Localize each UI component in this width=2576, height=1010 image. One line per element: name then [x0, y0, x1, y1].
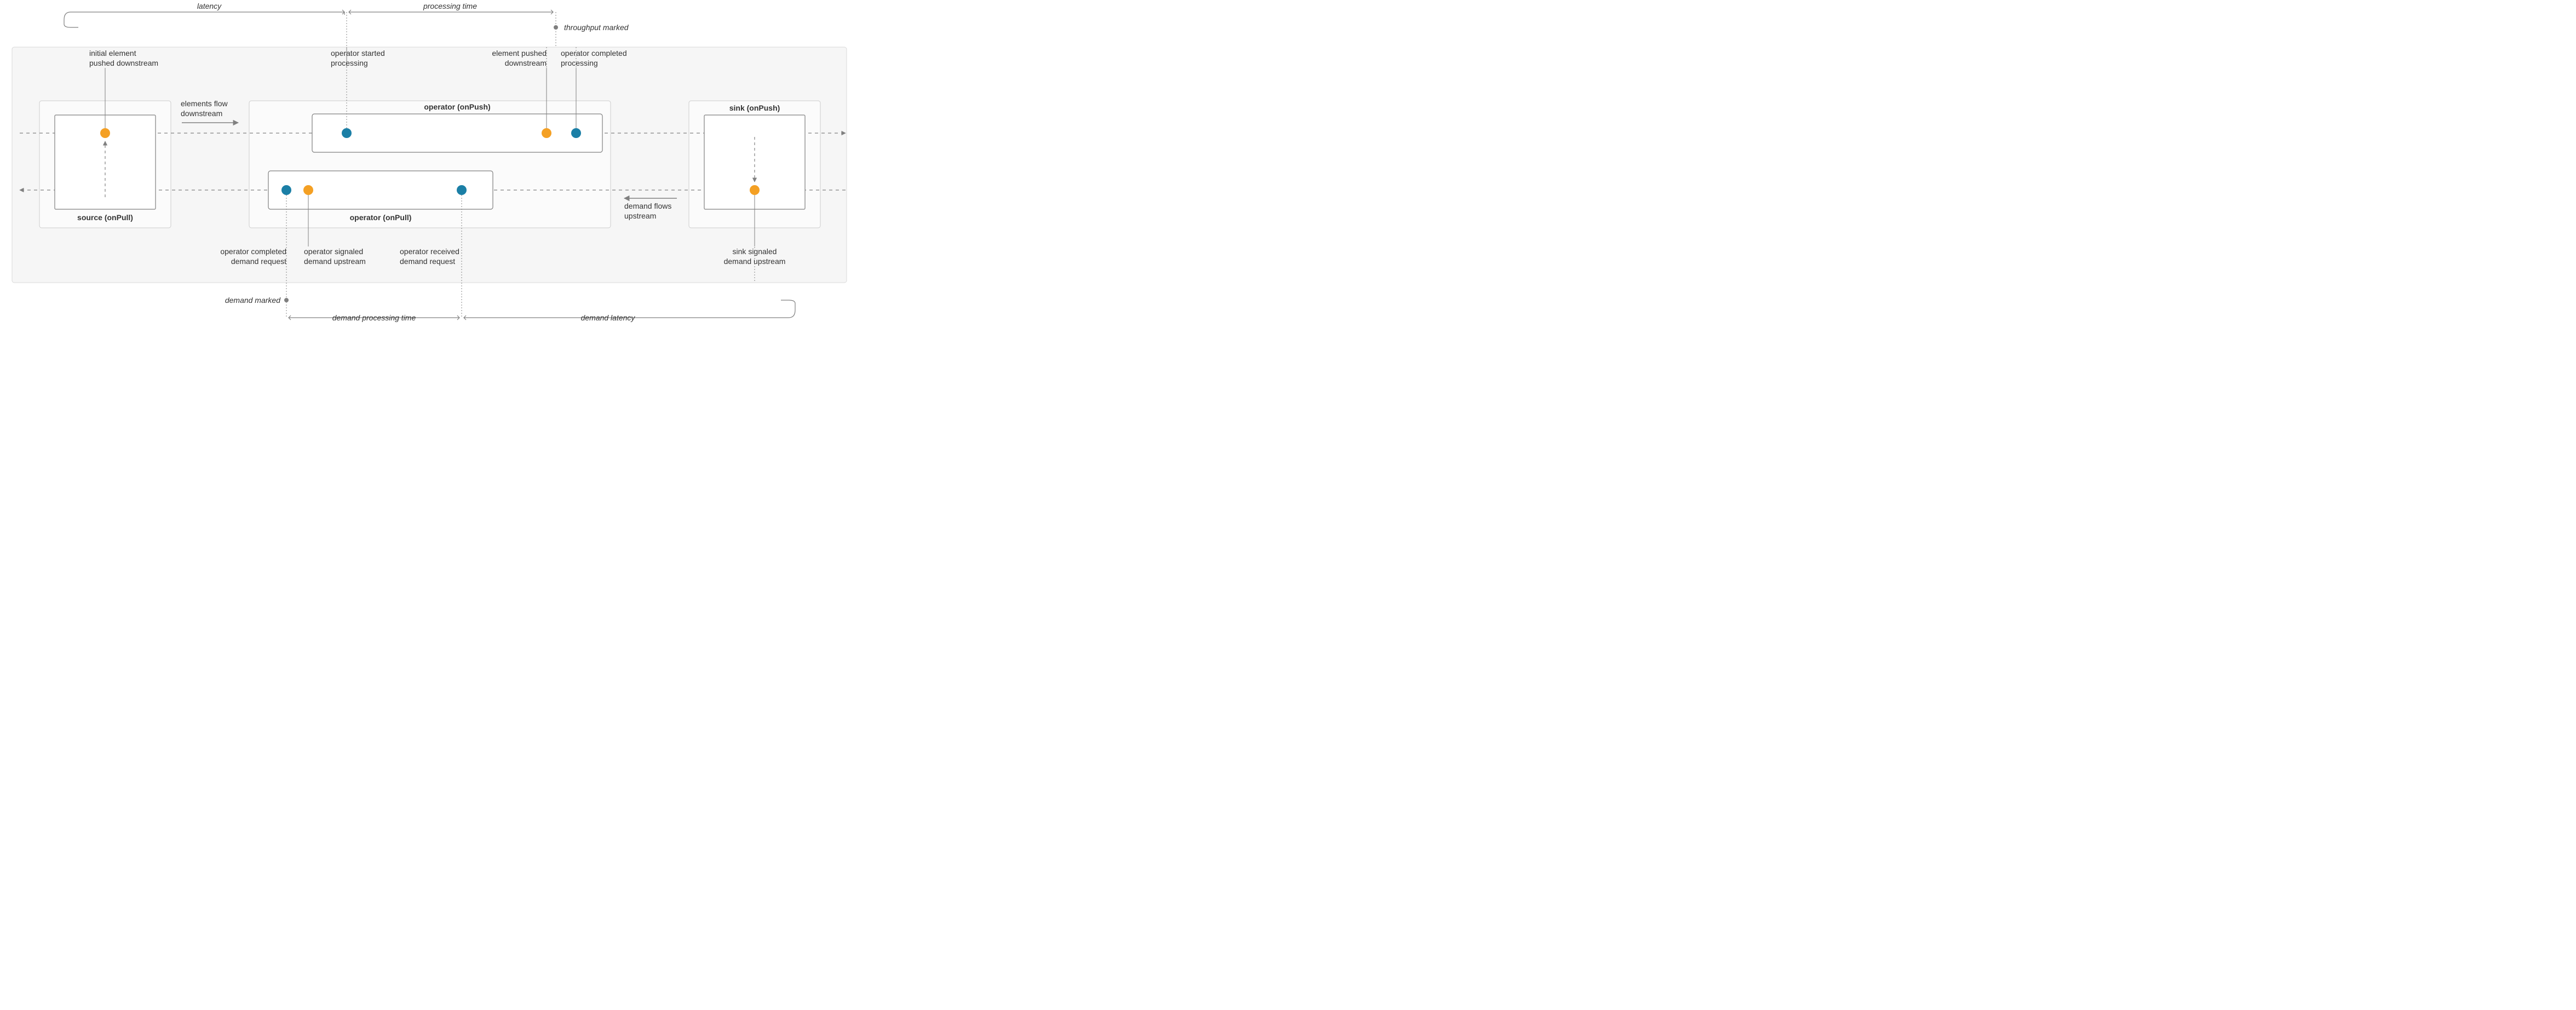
lbl-dem-latency: demand latency	[581, 313, 636, 322]
bracket-latency	[64, 12, 344, 27]
dot-sink-signal	[750, 185, 760, 195]
sink-title: sink (onPush)	[729, 104, 780, 112]
dot-element-pushed	[542, 128, 551, 138]
flow-down-label: elements flow	[181, 99, 228, 108]
lbl-dem-received: demand request	[400, 257, 455, 266]
lbl-op-started: operator started	[331, 49, 385, 58]
flow-down-label: downstream	[181, 109, 222, 118]
op-push-title: operator (onPush)	[424, 102, 490, 111]
lbl-sink-signaled: demand upstream	[724, 257, 786, 266]
lbl-op-completed: operator completed	[561, 49, 627, 58]
lbl-throughput-marked: throughput marked	[564, 23, 629, 32]
lbl-demand-marked: demand marked	[225, 296, 281, 305]
lbl-dem-received: operator received	[400, 247, 459, 256]
lbl-dem-signaled: operator signaled	[304, 247, 363, 256]
lbl-latency: latency	[197, 2, 222, 10]
lbl-dem-proc-time: demand processing time	[332, 313, 416, 322]
dot-dem-complete	[281, 185, 291, 195]
lbl-dem-signaled: demand upstream	[304, 257, 366, 266]
dot-dem-receive	[457, 185, 467, 195]
lbl-dem-completed: demand request	[231, 257, 286, 266]
source-title: source (onPull)	[77, 213, 133, 222]
dot-demand-marked	[284, 298, 289, 302]
lbl-processing-time: processing time	[423, 2, 477, 10]
lbl-initial: initial element	[89, 49, 136, 58]
flow-up-label: upstream	[624, 211, 656, 220]
dot-source-initial	[100, 128, 110, 138]
lbl-op-completed: processing	[561, 59, 598, 67]
lbl-initial: pushed downstream	[89, 59, 158, 67]
dot-throughput-marked	[554, 25, 558, 30]
lbl-el-pushed: element pushed	[492, 49, 547, 58]
dot-dem-signal	[303, 185, 313, 195]
lbl-op-started: processing	[331, 59, 368, 67]
lbl-sink-signaled: sink signaled	[733, 247, 777, 256]
op-pull-title: operator (onPull)	[350, 213, 412, 222]
lbl-dem-completed: operator completed	[220, 247, 286, 256]
operator-push-box	[312, 114, 602, 152]
lbl-el-pushed: downstream	[505, 59, 547, 67]
dot-op-start	[342, 128, 352, 138]
flow-up-label: demand flows	[624, 202, 671, 210]
dot-op-complete	[571, 128, 581, 138]
